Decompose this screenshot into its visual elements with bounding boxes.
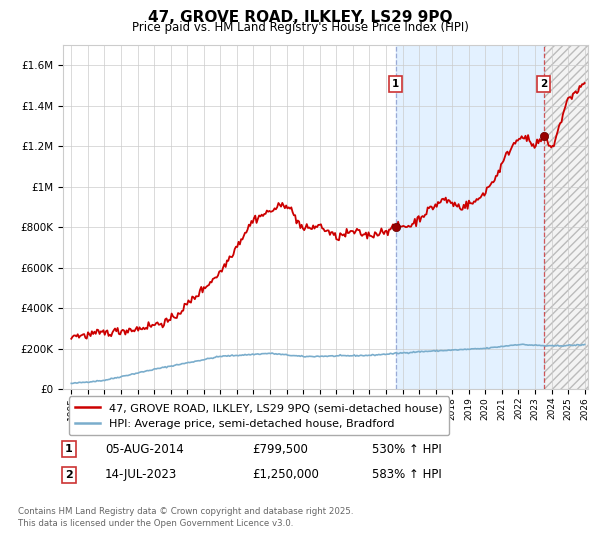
Text: 2: 2	[541, 80, 548, 90]
Bar	[544, 45, 588, 389]
Text: £1,250,000: £1,250,000	[252, 468, 319, 482]
Text: 47, GROVE ROAD, ILKLEY, LS29 9PQ: 47, GROVE ROAD, ILKLEY, LS29 9PQ	[148, 10, 452, 25]
Text: 530% ↑ HPI: 530% ↑ HPI	[372, 442, 442, 456]
Bar	[396, 45, 544, 389]
Bar	[544, 45, 588, 389]
Text: 05-AUG-2014: 05-AUG-2014	[105, 442, 184, 456]
Text: 583% ↑ HPI: 583% ↑ HPI	[372, 468, 442, 482]
Text: 14-JUL-2023: 14-JUL-2023	[105, 468, 177, 482]
Text: Price paid vs. HM Land Registry's House Price Index (HPI): Price paid vs. HM Land Registry's House …	[131, 21, 469, 34]
Text: 1: 1	[392, 80, 400, 90]
Legend: 47, GROVE ROAD, ILKLEY, LS29 9PQ (semi-detached house), HPI: Average price, semi: 47, GROVE ROAD, ILKLEY, LS29 9PQ (semi-d…	[68, 396, 449, 435]
Text: 1: 1	[65, 444, 73, 454]
Text: 2: 2	[65, 470, 73, 480]
Text: £799,500: £799,500	[252, 442, 308, 456]
Text: Contains HM Land Registry data © Crown copyright and database right 2025.
This d: Contains HM Land Registry data © Crown c…	[18, 507, 353, 528]
